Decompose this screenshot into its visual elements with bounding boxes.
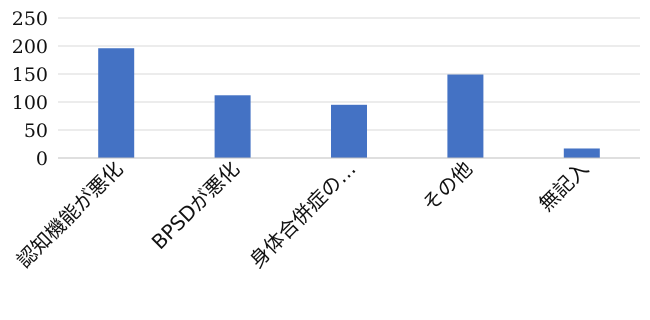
x-category-label: 認知機能が悪化: [12, 157, 128, 273]
bar: [447, 74, 484, 158]
y-tick-label: 100: [12, 92, 48, 114]
y-axis-ticks: 0 50 100 150 200 250: [12, 8, 48, 170]
bar: [563, 148, 600, 158]
gridlines: [58, 17, 640, 131]
x-category-label: その他: [418, 157, 477, 216]
x-category-label: 無記入: [534, 157, 593, 216]
bar: [98, 48, 135, 158]
y-tick-label: 50: [24, 120, 48, 142]
y-tick-label: 200: [12, 36, 48, 58]
bar: [331, 104, 367, 158]
category-labels: 認知機能が悪化 BPSDが悪化 身体合併症の… その他 無記入: [12, 157, 594, 273]
y-tick-label: 0: [36, 148, 48, 170]
x-category-label: 身体合併症の…: [245, 157, 361, 273]
y-tick-label: 150: [12, 64, 48, 86]
bars: [98, 48, 600, 158]
bar: [214, 95, 251, 158]
x-category-label: BPSDが悪化: [147, 157, 245, 255]
y-tick-label: 250: [12, 8, 48, 30]
